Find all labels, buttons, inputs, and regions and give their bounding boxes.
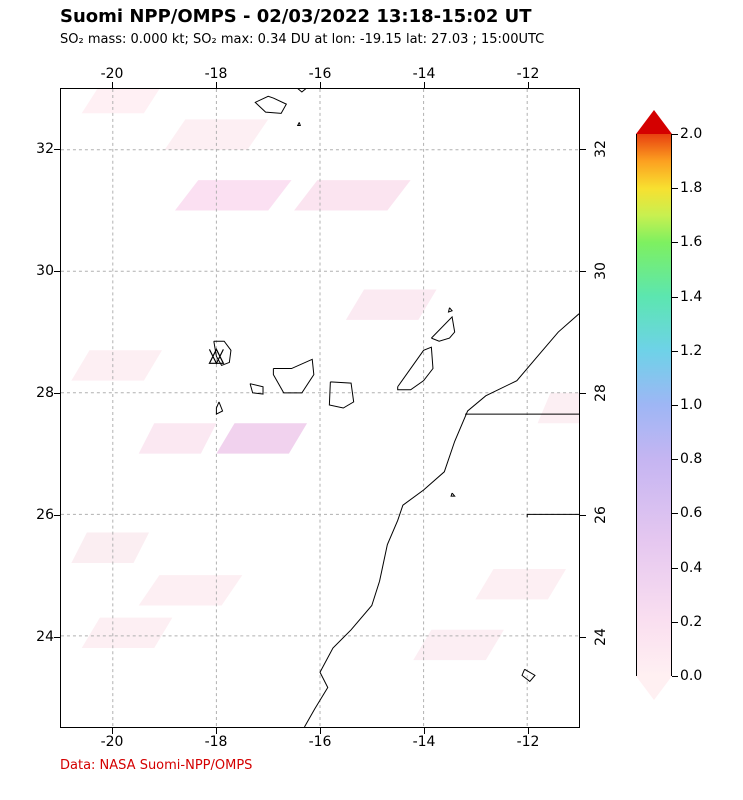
colorbar-tick-label: 2.0 <box>680 126 702 142</box>
y-tick-label: 28 <box>24 385 54 401</box>
data-pixel <box>82 89 160 113</box>
coastline <box>304 314 579 727</box>
data-pixel <box>538 393 579 423</box>
x-tick-label: -16 <box>309 66 332 82</box>
colorbar-tick-label: 0.6 <box>680 505 702 521</box>
x-tick-label: -14 <box>413 66 436 82</box>
figure: Suomi NPP/OMPS - 02/03/2022 13:18-15:02 … <box>0 0 743 800</box>
coastline <box>329 382 353 408</box>
coastline <box>431 317 454 341</box>
colorbar-tick-label: 0.4 <box>680 560 702 576</box>
x-tick-label: -18 <box>205 734 228 750</box>
coastline <box>449 308 453 312</box>
coastline <box>216 402 222 414</box>
x-tick-label: -14 <box>413 734 436 750</box>
coastline <box>298 122 301 125</box>
coastline <box>255 96 286 113</box>
figure-title: Suomi NPP/OMPS - 02/03/2022 13:18-15:02 … <box>60 6 532 27</box>
data-pixel <box>139 575 243 605</box>
data-credit: Data: NASA Suomi-NPP/OMPS <box>60 758 252 773</box>
y-tick-label: 30 <box>24 263 54 279</box>
data-pixel <box>413 630 504 660</box>
data-pixel <box>71 533 149 563</box>
colorbar-over-arrow <box>636 110 672 134</box>
y-tick-label: 24 <box>24 629 54 645</box>
data-pixel <box>475 569 566 599</box>
y-tick-label-right: 30 <box>593 262 609 280</box>
y-tick-label-right: 24 <box>593 628 609 646</box>
x-tick-label: -12 <box>517 734 540 750</box>
map-panel <box>60 88 580 728</box>
x-tick-label: -16 <box>309 734 332 750</box>
data-pixel <box>346 290 437 320</box>
x-tick-label: -12 <box>517 66 540 82</box>
y-tick-label-right: 26 <box>593 506 609 524</box>
map-svg <box>61 89 579 727</box>
y-tick-label-right: 32 <box>593 140 609 158</box>
colorbar-tick-label: 0.0 <box>680 668 702 684</box>
figure-subtitle: SO₂ mass: 0.000 kt; SO₂ max: 0.34 DU at … <box>60 32 544 47</box>
x-tick-label: -20 <box>101 66 124 82</box>
data-pixel <box>294 180 411 210</box>
coastline <box>451 493 455 496</box>
data-pixel <box>175 180 292 210</box>
data-pixel <box>139 423 217 453</box>
coastline <box>273 359 313 392</box>
colorbar-gradient <box>636 134 672 676</box>
colorbar-under-arrow <box>636 676 672 700</box>
colorbar-tick-label: 1.0 <box>680 397 702 413</box>
data-pixel <box>82 618 173 648</box>
coastline <box>522 669 535 681</box>
coastline <box>398 347 433 390</box>
colorbar-tick-label: 1.6 <box>680 234 702 250</box>
colorbar-tick-label: 1.8 <box>680 180 702 196</box>
colorbar-tick-label: 0.2 <box>680 614 702 630</box>
data-pixel <box>216 423 307 453</box>
x-tick-label: -20 <box>101 734 124 750</box>
data-pixel <box>71 350 162 380</box>
coastline <box>298 89 305 92</box>
colorbar-tick-label: 1.4 <box>680 289 702 305</box>
y-tick-label: 26 <box>24 507 54 523</box>
colorbar-tick-label: 0.8 <box>680 451 702 467</box>
colorbar-tick-label: 1.2 <box>680 343 702 359</box>
political-border <box>527 514 579 517</box>
x-tick-label: -18 <box>205 66 228 82</box>
y-tick-label: 32 <box>24 141 54 157</box>
y-tick-label-right: 28 <box>593 384 609 402</box>
colorbar <box>636 110 672 700</box>
